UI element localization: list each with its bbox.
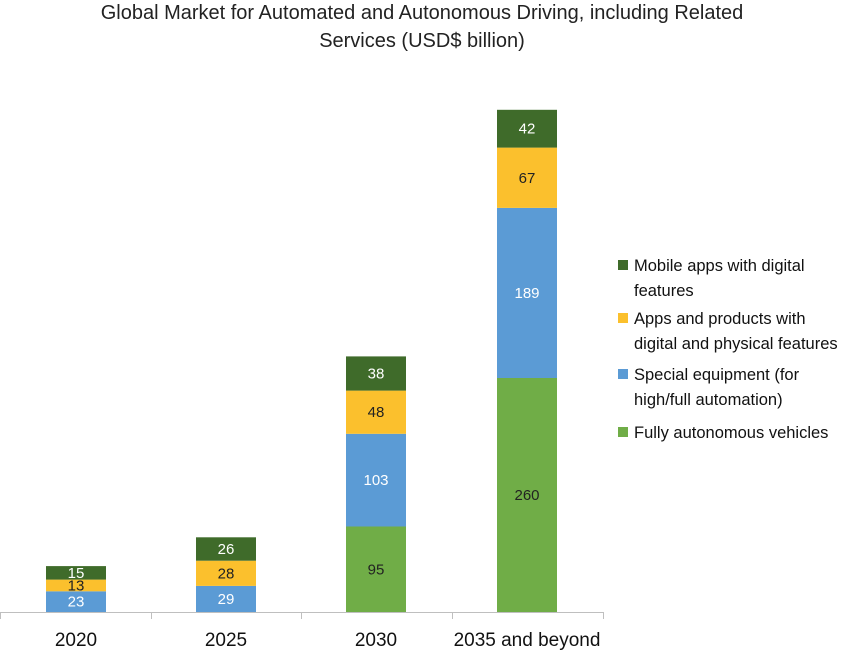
bar-segment xyxy=(346,526,406,612)
bar-segment xyxy=(346,390,406,434)
bar-stack: 95 103 48 38 xyxy=(346,356,406,612)
bar-segment xyxy=(497,378,557,612)
data-label: 23 xyxy=(68,594,85,611)
data-label: 26 xyxy=(218,541,235,558)
chart-title: Global Market for Automated and Autonomo… xyxy=(101,2,744,52)
data-label: 15 xyxy=(68,565,85,582)
bar-segment xyxy=(346,433,406,527)
bar-segment xyxy=(497,147,557,208)
legend-swatch xyxy=(618,260,628,270)
legend-label: Fully autonomous vehicles xyxy=(634,424,828,442)
bar-stack: 29 28 26 xyxy=(196,537,256,612)
data-label: 189 xyxy=(514,285,539,302)
data-label: 103 xyxy=(363,472,388,489)
x-tick-label: 2025 xyxy=(205,630,247,651)
legend: Mobile apps with digital features Apps and… xyxy=(618,257,838,442)
legend-item: Special equipment (for high/full automati… xyxy=(618,366,800,409)
bar-stack: 260 189 67 42 xyxy=(497,109,557,612)
legend-label: features xyxy=(634,282,694,300)
legend-label: Mobile apps with digital xyxy=(634,257,805,275)
legend-item: Mobile apps with digital features xyxy=(618,257,805,300)
legend-label: digital and physical features xyxy=(634,335,838,353)
data-label: 95 xyxy=(368,561,385,578)
legend-label: high/full automation) xyxy=(634,391,783,409)
bar-segment xyxy=(196,585,256,612)
bar-segment xyxy=(46,566,106,580)
data-label: 42 xyxy=(519,121,536,138)
legend-swatch xyxy=(618,369,628,379)
chart-title-line: Global Market for Automated and Autonomo… xyxy=(101,2,744,24)
bar-segment xyxy=(346,356,406,391)
chart-title-line: Services (USD$ billion) xyxy=(319,30,525,52)
data-label: 38 xyxy=(368,366,385,383)
bar-segment xyxy=(196,537,256,561)
legend-item: Fully autonomous vehicles xyxy=(618,424,828,442)
legend-item: Apps and products with digital and physic… xyxy=(618,310,838,353)
x-tick-label: 2030 xyxy=(355,630,397,651)
data-label: 260 xyxy=(514,487,539,504)
data-label: 28 xyxy=(218,565,235,582)
bar-segment xyxy=(46,579,106,592)
legend-label: Special equipment (for xyxy=(634,366,800,384)
bar-segment xyxy=(196,560,256,586)
bar-segment xyxy=(497,207,557,378)
bar-segment xyxy=(46,591,106,612)
data-label: 67 xyxy=(519,170,536,187)
bar-segment xyxy=(497,109,557,148)
data-label: 48 xyxy=(368,404,385,421)
x-tick-label: 2035 and beyond xyxy=(454,630,601,651)
legend-swatch xyxy=(618,427,628,437)
x-tick-label: 2020 xyxy=(55,630,97,651)
x-axis-ticks: 2020 2025 2030 2035 and beyond xyxy=(0,612,604,651)
legend-label: Apps and products with xyxy=(634,310,806,328)
legend-swatch xyxy=(618,313,628,323)
data-label: 29 xyxy=(218,591,235,608)
data-label: 13 xyxy=(68,577,85,594)
